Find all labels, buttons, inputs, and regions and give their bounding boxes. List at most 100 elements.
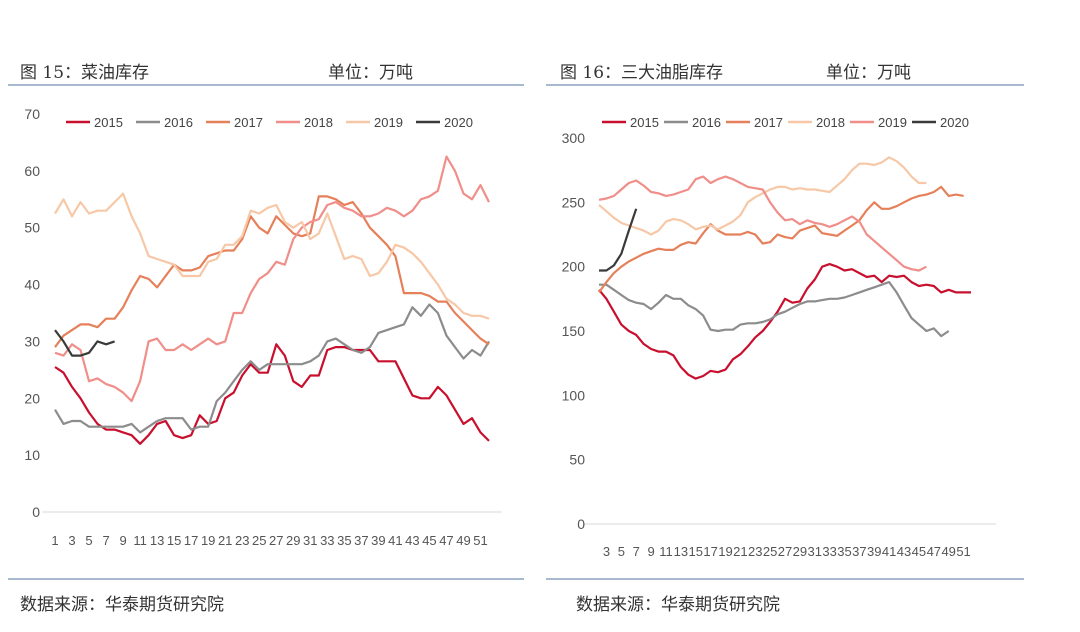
series-line-2020 [54,329,115,357]
series-line-2020 [599,208,638,272]
x-tick-label: 27 [778,544,792,559]
x-tick-label: 9 [647,544,654,559]
x-tick-label: 19 [718,544,732,559]
series-line-2018 [54,155,490,403]
x-tick-label: 13 [150,533,164,548]
series-line-2018 [598,156,927,236]
top-divider [546,84,1024,86]
series-line-2015 [598,263,971,380]
x-tick-label: 27 [269,533,283,548]
x-tick-label: 35 [837,544,851,559]
y-tick-label: 70 [24,106,40,122]
x-tick-label: 43 [405,533,419,548]
x-tick-label: 51 [956,544,970,559]
y-tick-label: 0 [32,504,40,520]
chart-title: 图 16：三大油脂库存 [560,63,724,83]
x-tick-label: 43 [897,544,911,559]
chart-title: 图 15：菜油库存 [20,63,150,83]
series-line-2019 [54,192,490,320]
y-tick-label: 40 [24,277,40,293]
y-tick-label: 50 [569,452,585,468]
x-tick-label: 3 [68,533,75,548]
series-line-2017 [54,195,490,348]
x-tick-label: 49 [941,544,955,559]
legend-label-2016: 2016 [692,115,721,130]
legend-label-2018: 2018 [816,115,845,130]
x-tick-label: 33 [320,533,334,548]
x-tick-label: 7 [102,533,109,548]
x-tick-label: 31 [808,544,822,559]
legend-label-2019: 2019 [374,115,403,130]
legend-label-2019: 2019 [878,115,907,130]
x-tick-label: 15 [167,533,181,548]
x-tick-label: 25 [252,533,266,548]
chart-panel-three-oils: 图 16：三大油脂库存 单位：万吨 0 50 100 150 200 250 300 3 5 7 9… [540,0,1080,632]
x-tick-label: 9 [119,533,126,548]
x-tick-label: 23 [235,533,249,548]
x-tick-label: 5 [618,544,625,559]
x-tick-label: 31 [303,533,317,548]
series-line-2015 [54,343,490,445]
series-line-2016 [54,303,490,434]
source-note: 数据来源：华泰期货研究院 [576,595,780,615]
y-tick-label: 100 [562,387,586,403]
x-tick-label: 7 [633,544,640,559]
y-tick-label: 250 [562,194,586,210]
y-tick-label: 20 [24,390,40,406]
x-tick-label: 47 [927,544,941,559]
legend-label-2020: 2020 [444,115,473,130]
x-tick-label: 13 [674,544,688,559]
x-tick-label: 49 [456,533,470,548]
y-tick-label: 50 [24,220,40,236]
chart-panel-rapeseed-oil: 图 15：菜油库存 单位：万吨 0 10 20 30 40 50 60 70 1 3 5 7 9 11 13… [8,63,524,615]
x-tick-label: 17 [184,533,198,548]
y-tick-label: 300 [562,130,586,146]
legend-label-2018: 2018 [304,115,333,130]
bottom-divider [8,578,524,580]
x-tick-label: 41 [882,544,896,559]
source-note: 数据来源：华泰期货研究院 [20,595,224,615]
x-tick-label: 15 [688,544,702,559]
series-line-2017 [598,185,964,294]
y-tick-label: 60 [24,163,40,179]
unit-label: 单位：万吨 [826,63,911,83]
x-tick-label: 19 [201,533,215,548]
x-tick-label: 39 [371,533,385,548]
legend-label-2015: 2015 [94,115,123,130]
y-tick-label: 10 [24,447,40,463]
y-tick-label: 200 [562,259,586,275]
x-tick-label: 29 [286,533,300,548]
x-tick-label: 11 [659,544,673,559]
y-tick-label: 150 [562,323,586,339]
y-tick-label: 30 [24,333,40,349]
x-tick-label: 41 [388,533,402,548]
unit-label: 单位：万吨 [328,63,413,83]
x-tick-label: 37 [852,544,866,559]
x-tick-label: 37 [354,533,368,548]
series-line-2016 [599,281,950,338]
x-tick-label: 11 [133,533,147,548]
legend-label-2020: 2020 [940,115,969,130]
x-tick-label: 5 [85,533,92,548]
legend-label-2017: 2017 [754,115,783,130]
x-tick-label: 25 [763,544,777,559]
series-line-2019 [598,175,927,272]
x-tick-label: 45 [912,544,926,559]
top-divider [8,84,524,86]
x-tick-label: 23 [748,544,762,559]
legend-label-2015: 2015 [630,115,659,130]
legend-label-2016: 2016 [164,115,193,130]
x-tick-label: 17 [703,544,717,559]
x-tick-label: 29 [793,544,807,559]
x-tick-label: 47 [439,533,453,548]
y-tick-label: 0 [577,516,585,532]
x-tick-label: 1 [51,533,58,548]
x-tick-label: 39 [867,544,881,559]
bottom-divider [546,578,1024,580]
x-tick-label: 21 [733,544,747,559]
x-tick-label: 3 [603,544,610,559]
x-tick-label: 51 [473,533,487,548]
x-tick-label: 21 [218,533,232,548]
